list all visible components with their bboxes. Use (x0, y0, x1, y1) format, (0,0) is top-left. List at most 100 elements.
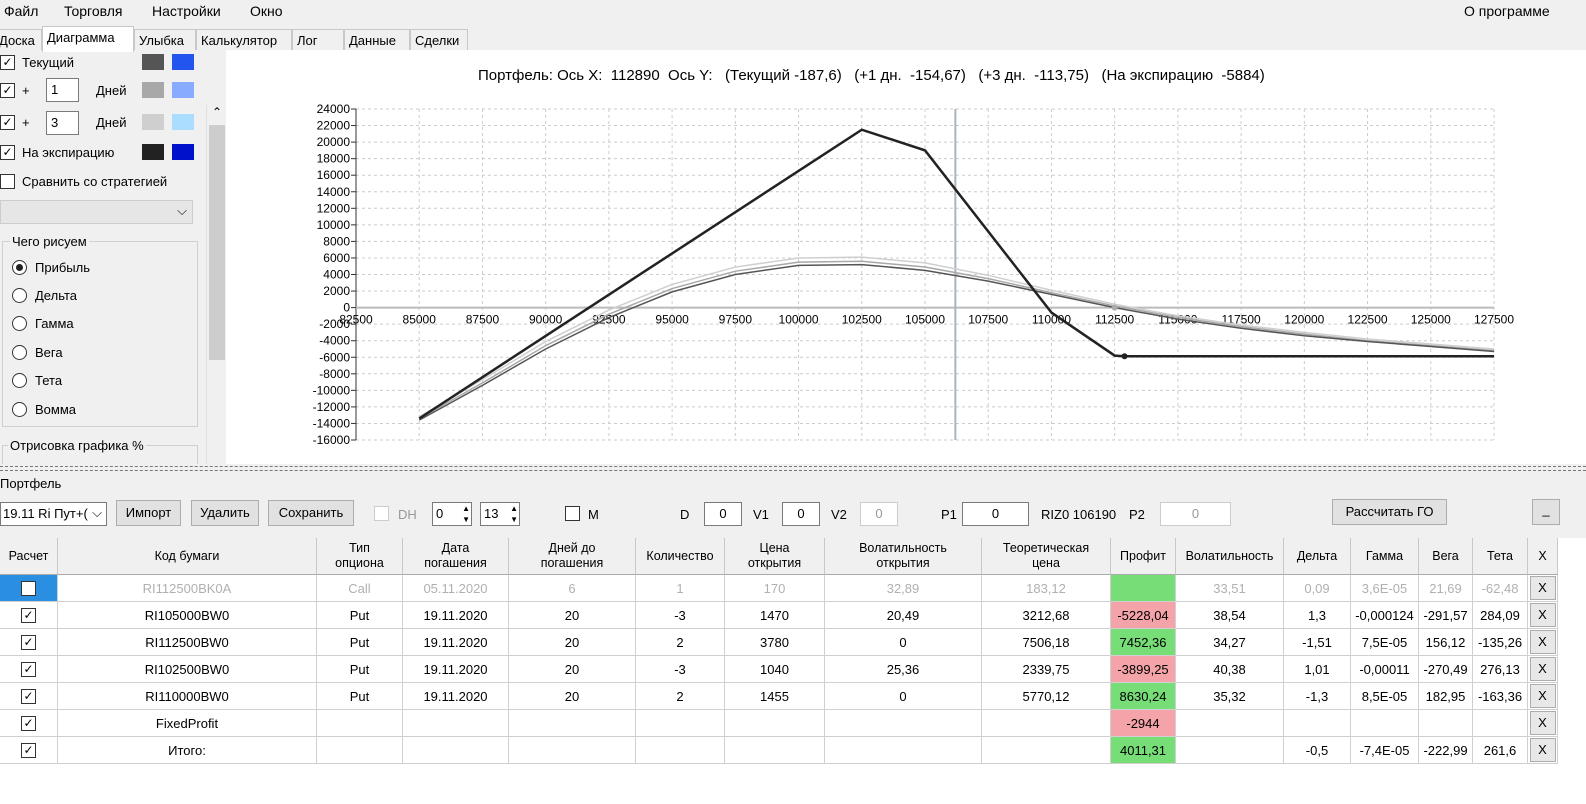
tab-calculator[interactable]: Калькулятор (196, 29, 292, 51)
header-calc[interactable]: Расчет (0, 538, 58, 575)
menu-trade[interactable]: Торговля (64, 3, 123, 19)
tab-board[interactable]: Доска (0, 29, 42, 51)
v2-input[interactable]: 0 (860, 502, 898, 526)
header-days-left[interactable]: Дней до погашения (509, 538, 636, 575)
radio-theta[interactable] (12, 373, 27, 388)
remove-row-button[interactable]: X (1529, 711, 1556, 735)
strategy-select[interactable]: ⌵ (0, 200, 193, 224)
quantity-cell: 1 (636, 575, 725, 602)
scroll-thumb[interactable] (209, 125, 225, 360)
header-gamma[interactable]: Гамма (1351, 538, 1419, 575)
day3-input[interactable]: 3 (46, 111, 79, 135)
current-checkbox[interactable]: ✓ (0, 55, 15, 70)
calc-checkbox[interactable]: ✓ (21, 607, 36, 623)
open-volatility-value: 25,36 (886, 661, 920, 677)
radio-delta[interactable] (12, 288, 27, 303)
d-input[interactable]: 0 (704, 502, 742, 526)
header-theoretical-price[interactable]: Теоретическая цена (982, 538, 1111, 575)
header-volatility[interactable]: Волатильность (1176, 538, 1284, 575)
expiry-color-b[interactable] (172, 144, 194, 160)
calc-checkbox[interactable]: ✓ (21, 634, 36, 650)
menu-file[interactable]: Файл (4, 3, 39, 19)
spin-arrows-icon[interactable]: ▲ ▼ (462, 504, 470, 524)
portfolio-select[interactable]: 19.11 Ri Пут+( ⌵ (0, 502, 107, 526)
riz-price: RIZ0 106190 (1041, 507, 1117, 522)
scroll-up-icon[interactable]: ⌃ (212, 105, 223, 119)
calc-checkbox[interactable]: ✓ (21, 742, 36, 758)
radio-vega[interactable] (12, 345, 27, 360)
v1-input[interactable]: 0 (782, 502, 820, 526)
p1-input[interactable]: 0 (962, 502, 1029, 526)
current-color-b[interactable] (172, 54, 194, 70)
spin-arrows-icon[interactable]: ▲ ▼ (510, 504, 518, 524)
save-button[interactable]: Сохранить (268, 500, 354, 526)
header-option-type[interactable]: Тип опциона (317, 538, 403, 575)
dh-spin1[interactable]: 0 ▲ ▼ (432, 502, 472, 526)
x-tick-label: 122500 (1348, 313, 1388, 327)
calc-go-button[interactable]: Рассчитать ГО (1332, 499, 1447, 525)
remove-row-button[interactable]: X (1529, 576, 1556, 600)
header-expiry-date[interactable]: Дата погашения (403, 538, 509, 575)
splitter[interactable] (0, 466, 1586, 471)
day3-color-a[interactable] (142, 114, 164, 130)
compare-checkbox[interactable] (0, 174, 15, 189)
remove-row-button[interactable]: X (1529, 684, 1556, 708)
remove-row-button[interactable]: X (1529, 603, 1556, 627)
header-remove[interactable]: X (1528, 538, 1558, 575)
header-label: Профит (1120, 548, 1166, 563)
profit-chart[interactable]: 2400022000200001800016000140001200010000… (226, 50, 1586, 464)
menu-about[interactable]: О программе (1464, 3, 1550, 19)
day1-checkbox[interactable]: ✓ (0, 83, 15, 98)
remove-row-button[interactable]: X (1529, 738, 1556, 762)
left-panel-scrollbar[interactable]: ⌃ ⌄ (206, 105, 226, 464)
calc-checkbox[interactable]: ✓ (21, 688, 36, 704)
header-profit[interactable]: Профит (1111, 538, 1176, 575)
chart-area: Портфель: Ось X: 112890 Ось Y: (Текущий … (226, 50, 1586, 464)
gamma-value: -0,00011 (1359, 661, 1410, 677)
dh-checkbox[interactable] (374, 506, 389, 521)
tab-smile[interactable]: Улыбка (134, 29, 196, 51)
delete-button[interactable]: Удалить (191, 500, 259, 526)
header-theta[interactable]: Тета (1473, 538, 1528, 575)
day3-checkbox[interactable]: ✓ (0, 115, 15, 130)
remove-row-button[interactable]: X (1529, 657, 1556, 681)
day1-color-b[interactable] (172, 82, 194, 98)
m-checkbox[interactable] (565, 506, 580, 521)
tab-diagram[interactable]: Диаграмма (42, 26, 134, 52)
days-left-cell: 20 (509, 602, 636, 629)
current-color-a[interactable] (142, 54, 164, 70)
menu-settings[interactable]: Настройки (152, 3, 221, 19)
header-code[interactable]: Код бумаги (58, 538, 317, 575)
quantity-cell: -3 (636, 656, 725, 683)
radio-vomma[interactable] (12, 402, 27, 417)
calc-checkbox[interactable]: ✓ (21, 661, 36, 677)
expiry-date-cell (403, 737, 509, 764)
radio-gamma[interactable] (12, 316, 27, 331)
day3-color-b[interactable] (172, 114, 194, 130)
calc-checkbox[interactable] (21, 580, 36, 596)
expiry-checkbox[interactable]: ✓ (0, 145, 15, 160)
minimize-button[interactable]: _ (1532, 499, 1560, 525)
remove-row-button[interactable]: X (1529, 630, 1556, 654)
day1-input[interactable]: 1 (46, 78, 79, 102)
expiry-color-a[interactable] (142, 144, 164, 160)
calc-checkbox[interactable]: ✓ (21, 715, 36, 731)
header-open-volatility[interactable]: Волатильность открытия (825, 538, 982, 575)
header-label: Дней до погашения (540, 541, 604, 570)
radio-profit[interactable] (12, 260, 27, 275)
tab-deals[interactable]: Сделки (410, 29, 468, 51)
dh-spin2[interactable]: 13 ▲ ▼ (480, 502, 520, 526)
open-volatility-cell (825, 737, 982, 764)
header-vega[interactable]: Вега (1419, 538, 1473, 575)
day1-color-a[interactable] (142, 82, 164, 98)
menu-window[interactable]: Окно (250, 3, 283, 19)
header-open-price[interactable]: Цена открытия (725, 538, 825, 575)
import-button[interactable]: Импорт (116, 500, 181, 526)
header-delta[interactable]: Дельта (1284, 538, 1351, 575)
x-tick-label: 85000 (403, 313, 437, 327)
tab-data[interactable]: Данные (344, 29, 410, 51)
p2-input[interactable]: 0 (1160, 502, 1231, 526)
tab-log[interactable]: Лог (292, 29, 344, 51)
x-tick-label: 82500 (339, 313, 373, 327)
header-quantity[interactable]: Количество (636, 538, 725, 575)
